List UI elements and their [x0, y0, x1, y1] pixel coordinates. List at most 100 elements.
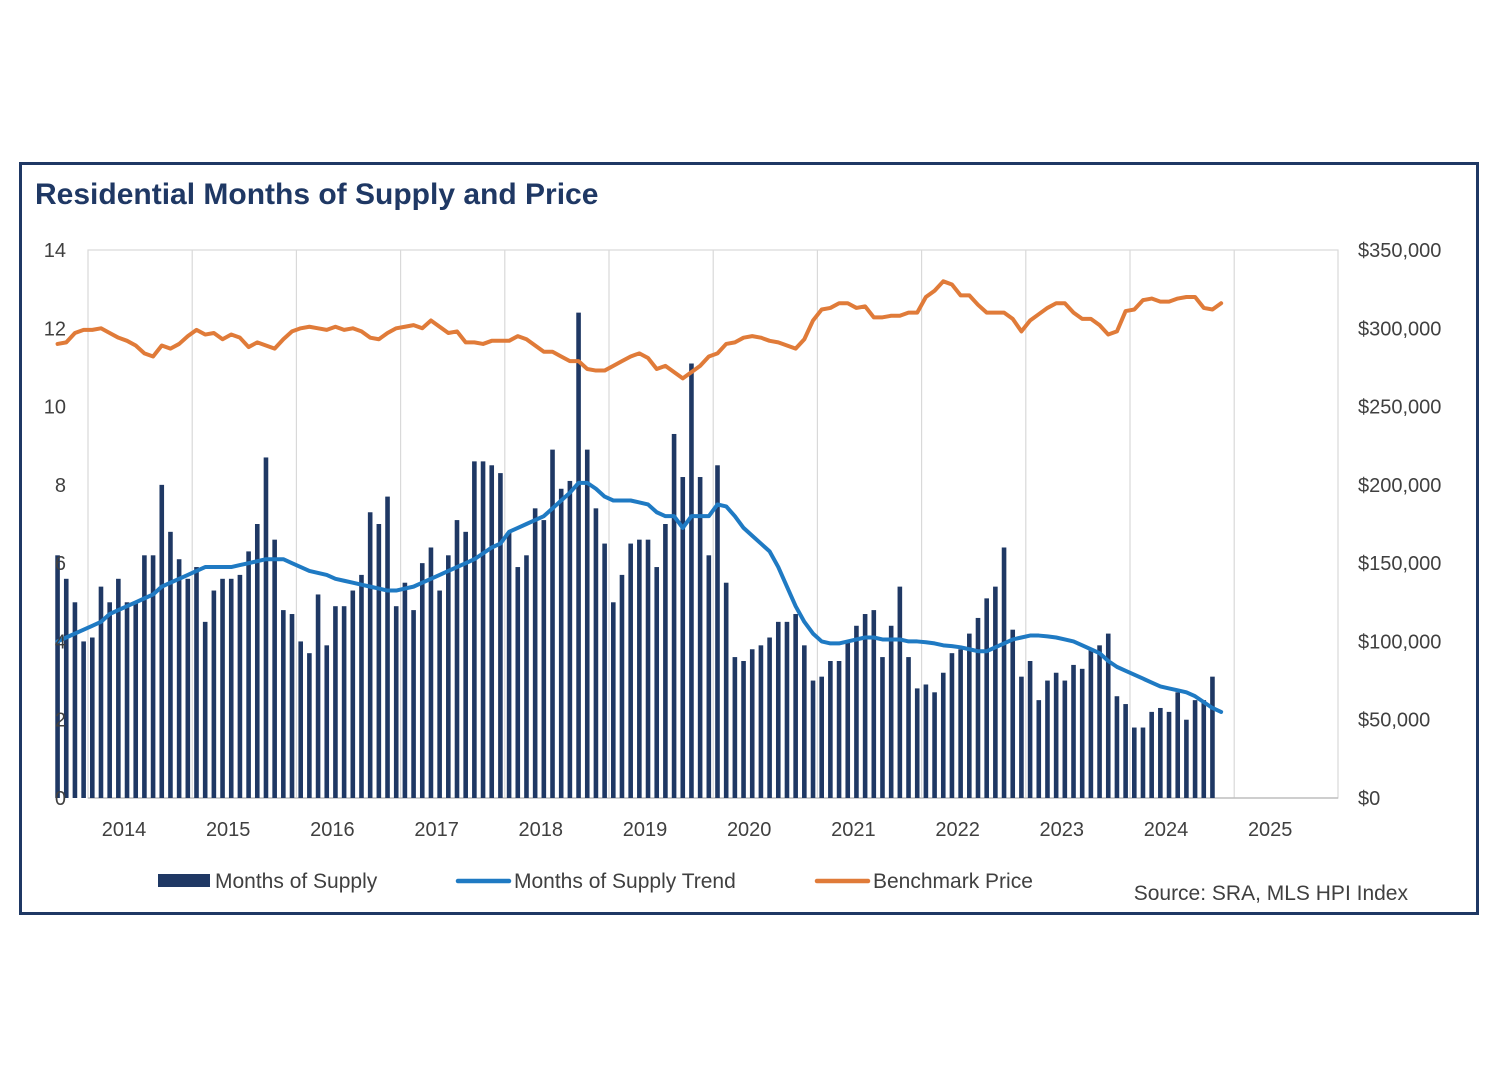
- x-tick-label: 2022: [935, 819, 980, 841]
- legend-label: Months of Supply Trend: [514, 870, 736, 893]
- x-tick-label: 2025: [1248, 819, 1293, 841]
- supply-bar: [593, 508, 599, 798]
- supply-bar: [159, 484, 165, 798]
- supply-bar: [367, 512, 373, 798]
- supply-bar: [1062, 680, 1068, 798]
- benchmark-price-line: [55, 279, 1224, 381]
- supply-bar: [810, 680, 816, 798]
- y-right-tick-label: $50,000: [1358, 710, 1430, 732]
- x-tick-label: 2020: [727, 819, 772, 841]
- supply-bar: [550, 449, 555, 798]
- supply-bar: [55, 555, 60, 798]
- supply-bar: [472, 461, 477, 798]
- supply-bar: [558, 488, 564, 798]
- supply-bar: [732, 657, 738, 798]
- supply-bar: [1175, 692, 1181, 798]
- supply-bar: [463, 531, 468, 798]
- supply-bar: [515, 567, 521, 798]
- supply-bar: [1140, 727, 1146, 798]
- supply-bar: [1027, 661, 1033, 798]
- supply-bar: [975, 617, 981, 798]
- y-left-tick-label: 14: [44, 240, 66, 262]
- supply-bar: [628, 543, 633, 798]
- supply-bar: [359, 574, 364, 798]
- chart-title: Residential Months of Supply and Price: [35, 178, 599, 211]
- bar-layer: [55, 312, 1215, 798]
- supply-bar: [333, 606, 338, 798]
- x-tick-label: 2024: [1144, 819, 1189, 841]
- x-tick-label: 2014: [102, 819, 147, 841]
- supply-bar: [637, 539, 642, 798]
- supply-bar: [654, 567, 660, 798]
- supply-bar: [428, 547, 434, 798]
- y-left-tick-label: 4: [55, 631, 66, 653]
- supply-bar: [90, 637, 95, 798]
- supply-bar: [1001, 547, 1007, 798]
- supply-bar: [385, 496, 390, 798]
- supply-bar: [315, 594, 321, 798]
- supply-bar: [411, 610, 416, 798]
- supply-bar: [324, 645, 330, 798]
- supply-bar: [671, 433, 677, 798]
- y-left-tick-label: 2: [55, 710, 66, 732]
- chart-frame: [19, 162, 1479, 915]
- supply-bar: [1010, 629, 1016, 798]
- supply-bar: [1201, 700, 1207, 798]
- y-left-tick-label: 12: [44, 318, 66, 340]
- supply-bar: [541, 520, 547, 798]
- supply-bar: [1045, 680, 1050, 798]
- y-right-tick-label: $150,000: [1358, 553, 1441, 575]
- supply-bar: [967, 633, 972, 798]
- supply-bar: [150, 555, 156, 798]
- supply-bar: [1114, 696, 1120, 798]
- grid-layer: [87, 249, 1339, 799]
- supply-bar: [393, 606, 399, 798]
- supply-bar: [1053, 672, 1059, 798]
- supply-bar: [949, 653, 955, 798]
- supply-bar: [645, 539, 651, 798]
- supply-bar: [454, 520, 460, 798]
- x-tick-label: 2019: [623, 819, 668, 841]
- supply-bar: [871, 610, 877, 798]
- supply-bar: [480, 461, 486, 798]
- supply-bar: [498, 473, 503, 798]
- supply-bar: [993, 586, 998, 798]
- y-right-tick-label: $0: [1358, 788, 1380, 810]
- supply-bar: [880, 657, 885, 798]
- supply-bar: [914, 688, 920, 798]
- y-left-tick-label: 0: [55, 788, 66, 810]
- supply-bar: [741, 661, 746, 798]
- supply-bar: [758, 645, 764, 798]
- supply-bar: [845, 641, 851, 798]
- supply-bar: [272, 539, 277, 798]
- supply-bar: [1192, 700, 1198, 798]
- supply-bar: [697, 477, 703, 798]
- supply-bar: [793, 614, 798, 798]
- supply-bar: [723, 582, 729, 798]
- x-tick-label: 2017: [414, 819, 459, 841]
- supply-bar: [767, 637, 772, 798]
- supply-bar: [281, 610, 286, 798]
- supply-bar: [1079, 668, 1085, 798]
- supply-bar: [923, 684, 929, 798]
- y-left-tick-label: 10: [44, 397, 66, 419]
- y-right-tick-label: $350,000: [1358, 240, 1441, 262]
- supply-bar: [524, 555, 529, 798]
- supply-bar: [446, 555, 451, 798]
- supply-bar: [246, 551, 251, 798]
- supply-bar: [958, 649, 963, 798]
- supply-bar: [254, 524, 260, 798]
- supply-bar: [854, 625, 859, 798]
- supply-bar: [828, 661, 833, 798]
- y-left-tick-label: 6: [55, 553, 66, 575]
- supply-bar: [888, 625, 894, 798]
- legend-swatch: [158, 874, 210, 887]
- supply-bar: [775, 621, 781, 798]
- supply-bar: [715, 465, 720, 798]
- supply-bar: [168, 531, 173, 798]
- supply-bar: [819, 676, 824, 798]
- y-right-tick-label: $100,000: [1358, 631, 1441, 653]
- y-right-tick-label: $300,000: [1358, 318, 1441, 340]
- legend-label: Benchmark Price: [873, 870, 1033, 893]
- supply-bar: [567, 480, 573, 798]
